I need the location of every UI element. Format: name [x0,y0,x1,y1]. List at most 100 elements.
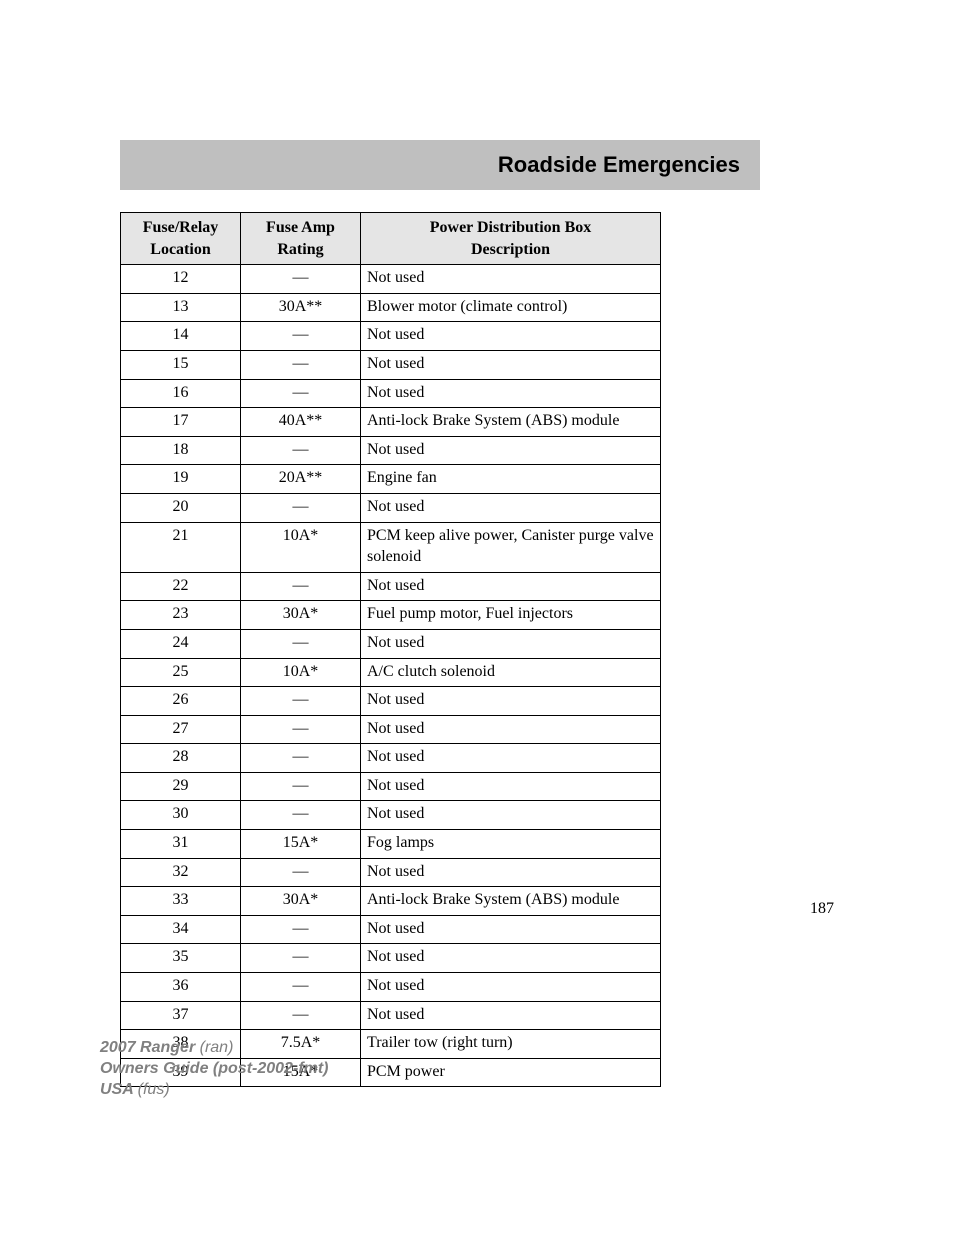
cell-location: 24 [121,629,241,658]
col-header-location-line2: Location [150,241,210,258]
cell-description: Trailer tow (right turn) [361,1030,661,1059]
table-row: 34—Not used [121,915,661,944]
cell-amp: — [241,944,361,973]
table-row: 28—Not used [121,744,661,773]
cell-description: Not used [361,687,661,716]
cell-description: Anti-lock Brake System (ABS) module [361,408,661,437]
cell-description: Not used [361,744,661,773]
fuse-table-head: Fuse/Relay Location Fuse Amp Rating Powe… [121,213,661,265]
cell-description: Blower motor (climate control) [361,293,661,322]
table-row: 35—Not used [121,944,661,973]
cell-description: Not used [361,350,661,379]
cell-description: Not used [361,379,661,408]
col-header-amp: Fuse Amp Rating [241,213,361,265]
section-header-bar: Roadside Emergencies [120,140,760,190]
cell-location: 22 [121,572,241,601]
footer-line-3: USA (fus) [100,1080,328,1101]
table-row: 24—Not used [121,629,661,658]
cell-amp: — [241,915,361,944]
cell-amp: 40A** [241,408,361,437]
table-row: 15—Not used [121,350,661,379]
fuse-table: Fuse/Relay Location Fuse Amp Rating Powe… [120,212,661,1087]
cell-description: Fuel pump motor, Fuel injectors [361,601,661,630]
table-row: 2110A*PCM keep alive power, Canister pur… [121,522,661,572]
cell-amp: — [241,1001,361,1030]
cell-description: Not used [361,322,661,351]
cell-amp: — [241,772,361,801]
cell-amp: — [241,379,361,408]
cell-amp: — [241,322,361,351]
cell-amp: 10A* [241,658,361,687]
cell-amp: — [241,350,361,379]
cell-amp: 15A* [241,830,361,859]
footer-region: USA [100,1081,138,1098]
page-number: 187 [810,900,834,918]
cell-amp: — [241,973,361,1002]
fuse-table-body: 12—Not used1330A**Blower motor (climate … [121,265,661,1087]
footer-line-2: Owners Guide (post-2002-fmt) [100,1059,328,1080]
cell-amp: — [241,265,361,294]
footer-block: 2007 Ranger (ran) Owners Guide (post-200… [100,1038,328,1100]
table-row: 14—Not used [121,322,661,351]
col-header-location-line1: Fuse/Relay [143,219,219,236]
cell-amp: — [241,801,361,830]
cell-location: 14 [121,322,241,351]
cell-location: 23 [121,601,241,630]
cell-description: Not used [361,493,661,522]
fuse-table-header-row: Fuse/Relay Location Fuse Amp Rating Powe… [121,213,661,265]
footer-model-code: (ran) [200,1039,234,1056]
cell-location: 26 [121,687,241,716]
table-row: 12—Not used [121,265,661,294]
cell-amp: — [241,744,361,773]
cell-location: 25 [121,658,241,687]
footer-region-code: (fus) [138,1081,170,1098]
table-row: 1330A**Blower motor (climate control) [121,293,661,322]
cell-amp: 10A* [241,522,361,572]
table-row: 37—Not used [121,1001,661,1030]
cell-description: PCM power [361,1058,661,1087]
cell-location: 16 [121,379,241,408]
table-row: 20—Not used [121,493,661,522]
cell-description: A/C clutch solenoid [361,658,661,687]
cell-description: PCM keep alive power, Canister purge val… [361,522,661,572]
col-header-desc-line2: Description [471,241,550,258]
cell-location: 13 [121,293,241,322]
footer-line-1: 2007 Ranger (ran) [100,1038,328,1059]
cell-amp: — [241,629,361,658]
cell-amp: 30A** [241,293,361,322]
col-header-desc: Power Distribution Box Description [361,213,661,265]
cell-description: Not used [361,772,661,801]
cell-amp: — [241,493,361,522]
cell-location: 12 [121,265,241,294]
cell-location: 35 [121,944,241,973]
cell-description: Fog lamps [361,830,661,859]
cell-amp: — [241,436,361,465]
cell-location: 36 [121,973,241,1002]
table-row: 22—Not used [121,572,661,601]
cell-location: 28 [121,744,241,773]
table-row: 16—Not used [121,379,661,408]
cell-description: Not used [361,572,661,601]
table-row: 30—Not used [121,801,661,830]
cell-amp: 30A* [241,601,361,630]
cell-location: 37 [121,1001,241,1030]
cell-location: 27 [121,715,241,744]
cell-description: Not used [361,265,661,294]
table-row: 1920A**Engine fan [121,465,661,494]
cell-amp: — [241,715,361,744]
col-header-location: Fuse/Relay Location [121,213,241,265]
table-row: 26—Not used [121,687,661,716]
cell-location: 21 [121,522,241,572]
table-row: 2510A*A/C clutch solenoid [121,658,661,687]
cell-location: 15 [121,350,241,379]
table-row: 27—Not used [121,715,661,744]
section-title: Roadside Emergencies [498,152,740,178]
cell-location: 17 [121,408,241,437]
cell-location: 19 [121,465,241,494]
cell-description: Anti-lock Brake System (ABS) module [361,887,661,916]
table-row: 1740A**Anti-lock Brake System (ABS) modu… [121,408,661,437]
page-content: Roadside Emergencies Fuse/Relay Location… [120,140,760,1087]
cell-description: Not used [361,436,661,465]
cell-description: Not used [361,915,661,944]
cell-amp: — [241,572,361,601]
